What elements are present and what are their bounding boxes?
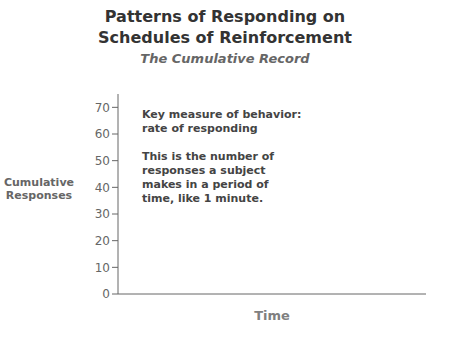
html-text:This is the number of: This is the number of: [142, 150, 275, 163]
html-text:responses a subject: responses a subject: [142, 164, 266, 177]
html-text:Schedules of Reinforcement: Schedules of Reinforcement: [98, 28, 352, 47]
svg-text:Time: Time: [254, 308, 290, 323]
svg-text:70: 70: [95, 101, 110, 115]
svg-text:40: 40: [95, 181, 110, 195]
html-text:rate of responding: rate of responding: [142, 122, 258, 135]
html-text:Patterns of Responding on: Patterns of Responding on: [104, 7, 346, 26]
html-text:time, like 1 minute.: time, like 1 minute.: [142, 192, 264, 205]
html-text:Responses: Responses: [5, 189, 73, 202]
svg-text:60: 60: [95, 127, 110, 141]
html-text:Key measure of behavior:: Key measure of behavior:: [142, 108, 302, 121]
html-text:The Cumulative Record: The Cumulative Record: [140, 51, 310, 66]
html-text:makes in a period of: makes in a period of: [142, 178, 269, 191]
svg-text:10: 10: [95, 261, 110, 275]
svg-text:30: 30: [95, 207, 110, 221]
svg-text:20: 20: [95, 234, 110, 248]
html-text:Cumulative: Cumulative: [4, 176, 74, 189]
svg-text:0: 0: [102, 287, 110, 301]
svg-text:50: 50: [95, 154, 110, 168]
